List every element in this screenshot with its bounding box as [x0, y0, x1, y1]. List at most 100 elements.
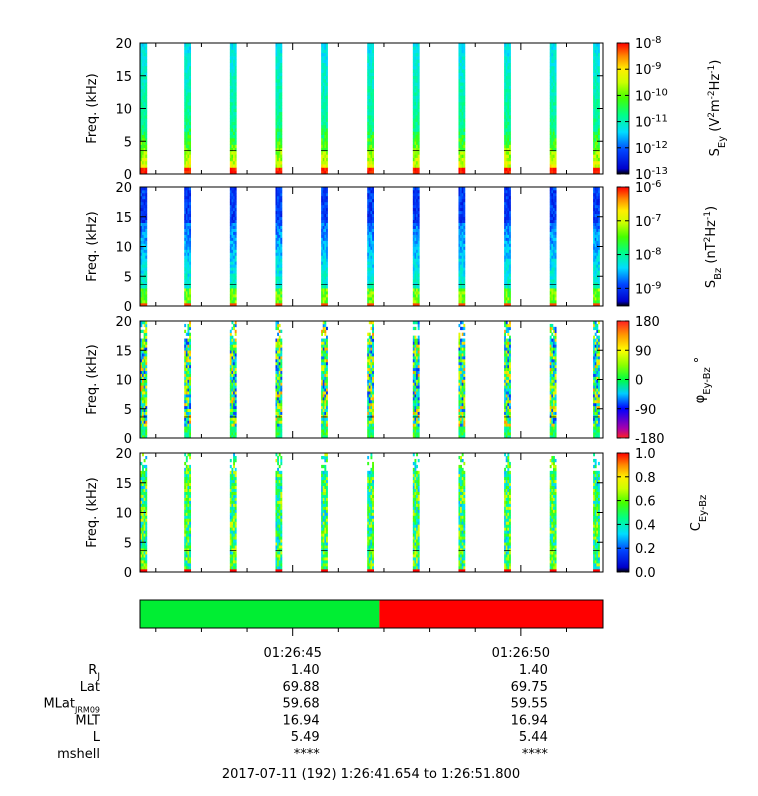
spectrogram-cell: [184, 237, 187, 241]
spectrogram-cell: [507, 92, 510, 96]
spectrogram-cell: [458, 261, 461, 265]
spectrogram-cell: [508, 82, 511, 86]
spectrogram-cell: [280, 204, 283, 209]
spectrogram-cell: [504, 118, 507, 122]
spectrogram-cell: [324, 52, 327, 57]
spectrogram-cell: [145, 370, 148, 374]
spectrogram-cell: [142, 65, 144, 70]
spectrogram-cell: [184, 417, 187, 421]
spectrogram-cell: [463, 382, 466, 386]
spectrogram-cell: [597, 204, 600, 209]
spectrogram-cell: [325, 382, 328, 386]
spectrogram-cell: [187, 128, 190, 132]
spectrogram-cell: [597, 255, 600, 259]
spectrogram-cell: [142, 249, 144, 253]
spectrogram-cell: [321, 56, 324, 60]
spectrogram-cell: [368, 364, 371, 369]
spectrogram-cell: [460, 154, 463, 158]
spectrogram-cell: [277, 65, 280, 70]
spectrogram-cell: [184, 225, 187, 229]
spectrogram-cell: [140, 79, 143, 83]
spectrogram-cell: [372, 353, 375, 357]
spectrogram-cell: [463, 417, 466, 421]
spectrogram-cell: [370, 59, 373, 63]
spectrogram-cell: [324, 108, 327, 113]
spectrogram-cell: [463, 350, 466, 354]
spectrogram-cell: [414, 279, 417, 283]
spectrogram-cell: [184, 429, 187, 433]
spectrogram-cell: [143, 101, 146, 106]
spectrogram-cell: [324, 115, 327, 119]
spectrogram-cell: [140, 388, 143, 392]
spectrogram-cell: [416, 121, 419, 126]
spectrogram-cell: [145, 85, 148, 90]
spectrogram-cell: [414, 261, 417, 265]
spectrogram-cell: [551, 46, 554, 50]
spectrogram-cell: [231, 164, 234, 168]
spectrogram-cell: [321, 43, 324, 47]
spectrogram-cell: [461, 300, 464, 304]
spectrogram-cell: [325, 198, 328, 203]
spectrogram-cell: [277, 124, 280, 129]
spectrogram-cell: [417, 323, 420, 328]
spectrogram-cell: [187, 341, 190, 345]
spectrogram-cell: [463, 420, 466, 424]
spectrogram-cell: [275, 367, 278, 372]
spectrogram-cell: [189, 170, 192, 175]
spectrogram-cell: [508, 394, 511, 398]
spectrogram-cell: [508, 335, 511, 339]
spectrogram-cell: [368, 273, 371, 277]
spectrogram-cell: [372, 432, 375, 436]
spectrogram-cell: [143, 385, 146, 389]
spectrogram-cell: [280, 394, 283, 398]
spectrogram-cell: [372, 69, 375, 73]
spectrogram-cell: [185, 157, 188, 162]
spectrogram-cell: [594, 288, 597, 292]
spectrogram-cell: [324, 373, 327, 377]
spectrogram-cell: [229, 394, 232, 398]
spectrogram-cell: [189, 147, 192, 152]
spectrogram-cell: [507, 115, 510, 119]
spectrogram-cell: [234, 88, 237, 93]
spectrogram-cell: [552, 56, 555, 60]
spectrogram-cell: [552, 144, 555, 149]
spectrogram-cell: [325, 364, 328, 369]
spectrogram-cell: [463, 59, 466, 63]
spectrogram-cell: [508, 382, 511, 386]
spectrogram-cell: [368, 252, 371, 256]
spectrogram-cell: [463, 367, 466, 372]
spectrogram-cell: [322, 252, 325, 256]
spectrogram-cell: [325, 144, 328, 149]
spectrogram-cell: [372, 282, 375, 286]
spectrogram-cell: [370, 258, 373, 262]
spectrogram-cell: [463, 79, 466, 83]
spectrogram-cell: [189, 279, 192, 283]
spectrogram-cell: [596, 225, 599, 229]
spectrogram-cell: [367, 124, 370, 129]
spectrogram-cell: [412, 195, 415, 200]
spectrogram-cell: [458, 198, 461, 203]
spectrogram-cell: [372, 204, 375, 209]
spectrogram-cell: [552, 198, 555, 203]
spectrogram-cell: [372, 49, 375, 54]
spectrogram-cell: [280, 216, 283, 221]
spectrogram-cell: [414, 204, 417, 209]
spectrogram-cell: [278, 192, 281, 197]
spectrogram-cell: [322, 207, 325, 212]
spectrogram-cell: [370, 222, 373, 226]
spectrogram-cell: [508, 246, 511, 250]
spectrogram-cell: [372, 285, 375, 289]
spectrogram-cell: [596, 273, 599, 277]
spectrogram-cell: [368, 291, 371, 295]
spectrogram-cell: [185, 359, 188, 363]
spectrogram-cell: [416, 391, 419, 395]
spectrogram-cell: [551, 267, 554, 271]
spectrogram-cell: [322, 160, 325, 165]
spectrogram-cell: [184, 151, 187, 155]
spectrogram-cell: [368, 411, 371, 415]
spectrogram-cell: [461, 332, 464, 336]
spectrogram-cell: [322, 359, 325, 363]
spectrogram-cell: [504, 300, 507, 304]
spectrogram-cell: [597, 228, 600, 232]
spectrogram-cell: [370, 225, 373, 229]
